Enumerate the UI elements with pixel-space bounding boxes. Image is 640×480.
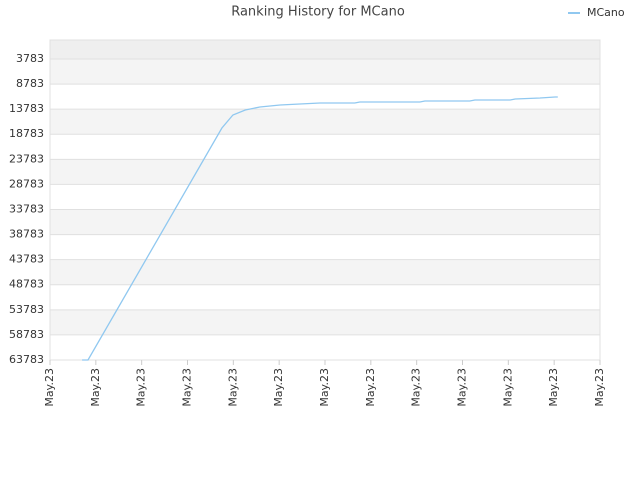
- x-tick-label: May.23: [272, 368, 285, 407]
- bands: [50, 40, 600, 360]
- y-tick-label: 63783: [9, 353, 44, 366]
- band: [50, 184, 600, 210]
- x-tick-label: May.23: [593, 368, 606, 407]
- band: [50, 109, 600, 135]
- band: [50, 58, 600, 85]
- y-tick-label: 13783: [9, 102, 44, 115]
- x-tick-label: May.23: [318, 368, 331, 407]
- band: [50, 284, 600, 310]
- x-tick-label: May.23: [364, 368, 377, 407]
- y-tick-label: 48783: [9, 278, 44, 291]
- band: [50, 84, 600, 110]
- x-tick-label: May.23: [410, 368, 423, 407]
- y-tick-label: 18783: [9, 127, 44, 140]
- line: [82, 96, 558, 361]
- x-tick-label: May.23: [456, 368, 469, 407]
- y-tick-label: 23783: [9, 152, 44, 165]
- x-tick-label: May.23: [89, 368, 102, 407]
- y-tick-label: 28783: [9, 177, 44, 190]
- legend-label: MCano: [587, 6, 625, 19]
- band: [50, 234, 600, 260]
- band: [50, 309, 600, 335]
- x-tick-label: May.23: [135, 368, 148, 407]
- x-tick-label: May.23: [501, 368, 514, 407]
- x-tick-label: May.23: [181, 368, 194, 407]
- y-tick-label: 58783: [9, 328, 44, 341]
- band: [50, 40, 600, 59]
- y-tick-label: 53783: [9, 303, 44, 316]
- band: [50, 209, 600, 235]
- y-tick-label: 33783: [9, 202, 44, 215]
- band: [50, 134, 600, 160]
- x-tick-label: May.23: [547, 368, 560, 407]
- y-tick-label: 43783: [9, 253, 44, 266]
- band: [50, 334, 600, 360]
- x-tick-label: May.23: [226, 368, 239, 407]
- y-tick-label: 38783: [9, 228, 44, 241]
- band: [50, 259, 600, 285]
- y-tick-label: 8783: [16, 77, 44, 90]
- chart-title: Ranking History for MCano: [231, 5, 405, 20]
- band: [50, 159, 600, 185]
- x-tick-label: May.23: [43, 368, 56, 407]
- y-tick-label: 3783: [16, 52, 44, 65]
